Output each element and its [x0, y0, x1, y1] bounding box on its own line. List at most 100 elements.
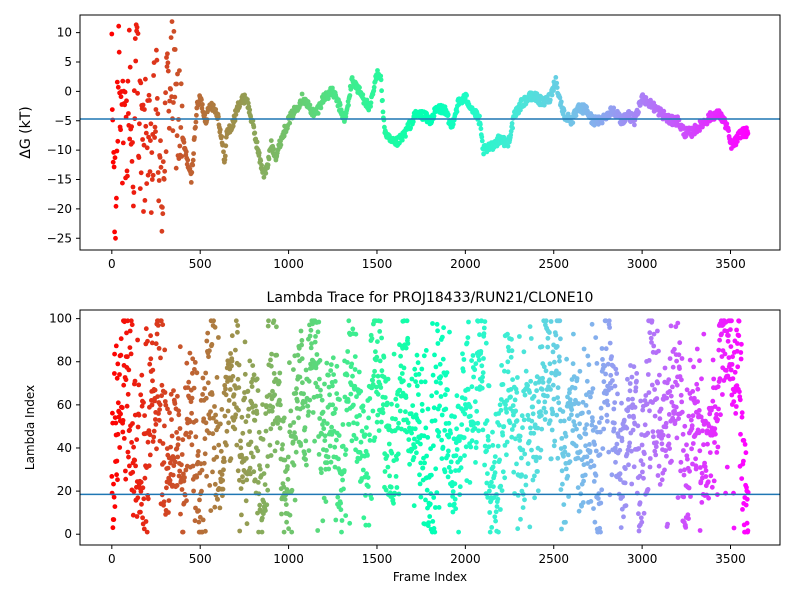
- lambda-trace-point: [331, 372, 336, 377]
- lambda-trace-point: [333, 406, 338, 412]
- lambda-trace-point: [485, 434, 491, 439]
- lambda-trace-point: [731, 399, 737, 404]
- lambda-trace-point: [471, 374, 476, 380]
- lambda-trace-point: [421, 353, 427, 359]
- lambda-trace-point: [461, 435, 467, 440]
- delta-g-point: [142, 198, 148, 203]
- lambda-trace-point: [269, 351, 274, 357]
- delta-g-point: [178, 81, 184, 87]
- lambda-trace-point: [207, 483, 213, 488]
- delta-g-point: [133, 58, 139, 64]
- lambda-trace-point: [734, 348, 740, 354]
- lambda-trace-point: [696, 408, 702, 413]
- lambda-trace-point: [456, 529, 461, 535]
- lambda-trace-point: [339, 518, 345, 523]
- lambda-trace-point: [202, 451, 208, 457]
- lambda-trace-point: [742, 442, 748, 447]
- lambda-trace-point: [161, 460, 167, 465]
- lambda-trace-x-tick-label: 2500: [538, 552, 569, 566]
- delta-g-point: [116, 49, 122, 55]
- lambda-trace-point: [498, 407, 504, 413]
- lambda-trace-point: [353, 331, 359, 337]
- lambda-trace-point: [216, 335, 221, 340]
- lambda-trace-point: [191, 385, 197, 391]
- delta-g-point: [161, 176, 167, 182]
- lambda-trace-title: Lambda Trace for PROJ18433/RUN21/CLONE10: [267, 290, 594, 306]
- lambda-trace-point: [349, 361, 355, 367]
- lambda-trace-point: [519, 455, 524, 461]
- lambda-trace-point: [662, 467, 667, 473]
- delta-g-point: [165, 51, 170, 57]
- lambda-trace-point: [623, 503, 629, 508]
- lambda-trace-point: [131, 444, 137, 450]
- lambda-trace-point: [649, 382, 655, 388]
- lambda-trace-point: [212, 481, 218, 487]
- lambda-trace-point: [617, 447, 623, 453]
- lambda-trace-point: [321, 418, 327, 424]
- lambda-trace-point: [245, 413, 251, 419]
- lambda-trace-point: [574, 376, 580, 381]
- lambda-trace-point: [235, 329, 240, 335]
- lambda-trace-point: [263, 508, 268, 513]
- lambda-trace-point: [649, 340, 654, 345]
- lambda-trace-point: [632, 404, 638, 410]
- lambda-trace-point: [161, 499, 167, 505]
- delta-g-point: [160, 211, 166, 217]
- lambda-trace-point: [393, 474, 399, 479]
- delta-g-point: [125, 173, 130, 179]
- delta-g-point: [287, 120, 293, 126]
- delta-g-point: [152, 124, 158, 130]
- lambda-trace-point: [657, 416, 663, 422]
- lambda-trace-point: [448, 469, 454, 475]
- lambda-trace-point: [244, 477, 250, 483]
- lambda-trace-point: [707, 411, 713, 417]
- lambda-trace-point: [242, 371, 248, 377]
- delta-g-point: [189, 170, 195, 175]
- lambda-trace-point: [519, 413, 525, 419]
- lambda-trace-point: [115, 477, 120, 483]
- lambda-trace-point: [145, 439, 151, 445]
- lambda-trace-point: [675, 495, 681, 500]
- delta-g-point: [160, 205, 165, 210]
- lambda-trace-point: [703, 474, 709, 479]
- lambda-trace-point: [710, 357, 716, 363]
- lambda-trace-point: [264, 404, 269, 410]
- lambda-trace-point: [530, 404, 536, 410]
- lambda-trace-point: [345, 399, 351, 404]
- lambda-trace-point: [686, 413, 692, 419]
- delta-g-point: [261, 174, 267, 180]
- lambda-trace-point: [279, 446, 285, 452]
- lambda-trace-point: [414, 383, 420, 389]
- lambda-trace-point: [138, 392, 144, 398]
- lambda-trace-point: [730, 376, 736, 381]
- lambda-trace-point: [217, 505, 223, 511]
- lambda-trace-point: [236, 407, 241, 413]
- lambda-trace-point: [641, 475, 646, 481]
- lambda-trace-point: [527, 390, 532, 395]
- lambda-trace-point: [543, 368, 549, 374]
- lambda-trace-point: [556, 371, 562, 376]
- lambda-trace-point: [367, 396, 373, 401]
- lambda-trace-point: [341, 486, 346, 492]
- lambda-trace-point: [585, 461, 590, 466]
- delta-g-point: [120, 78, 126, 84]
- delta-g-point: [368, 104, 373, 109]
- lambda-trace-point: [247, 429, 253, 434]
- lambda-trace-point: [539, 344, 545, 350]
- lambda-trace-point: [699, 500, 705, 505]
- delta-g-point: [368, 100, 374, 106]
- lambda-trace-point: [580, 399, 586, 405]
- lambda-trace-point: [405, 341, 411, 346]
- lambda-trace-point: [255, 510, 260, 516]
- lambda-trace-point: [698, 465, 703, 470]
- lambda-trace-point: [481, 331, 487, 336]
- lambda-trace-point: [619, 400, 624, 406]
- lambda-trace-point: [550, 409, 556, 415]
- delta-g-point: [661, 108, 667, 114]
- lambda-trace-point: [675, 320, 681, 326]
- lambda-trace-point: [242, 395, 248, 401]
- lambda-trace-point: [701, 331, 707, 337]
- lambda-trace-point: [243, 419, 249, 425]
- lambda-trace-point: [472, 367, 478, 373]
- lambda-trace-point: [658, 406, 664, 412]
